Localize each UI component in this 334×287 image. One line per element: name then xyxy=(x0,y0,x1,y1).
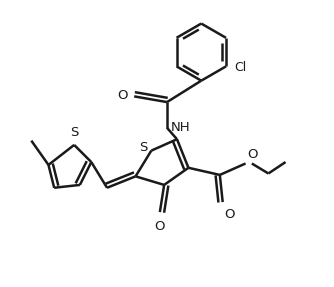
Text: O: O xyxy=(224,208,234,221)
Text: S: S xyxy=(139,141,148,154)
Text: O: O xyxy=(155,220,165,233)
Text: O: O xyxy=(247,148,258,161)
Text: S: S xyxy=(70,126,78,139)
Text: Cl: Cl xyxy=(234,61,247,74)
Text: O: O xyxy=(117,89,128,102)
Text: NH: NH xyxy=(170,121,190,134)
